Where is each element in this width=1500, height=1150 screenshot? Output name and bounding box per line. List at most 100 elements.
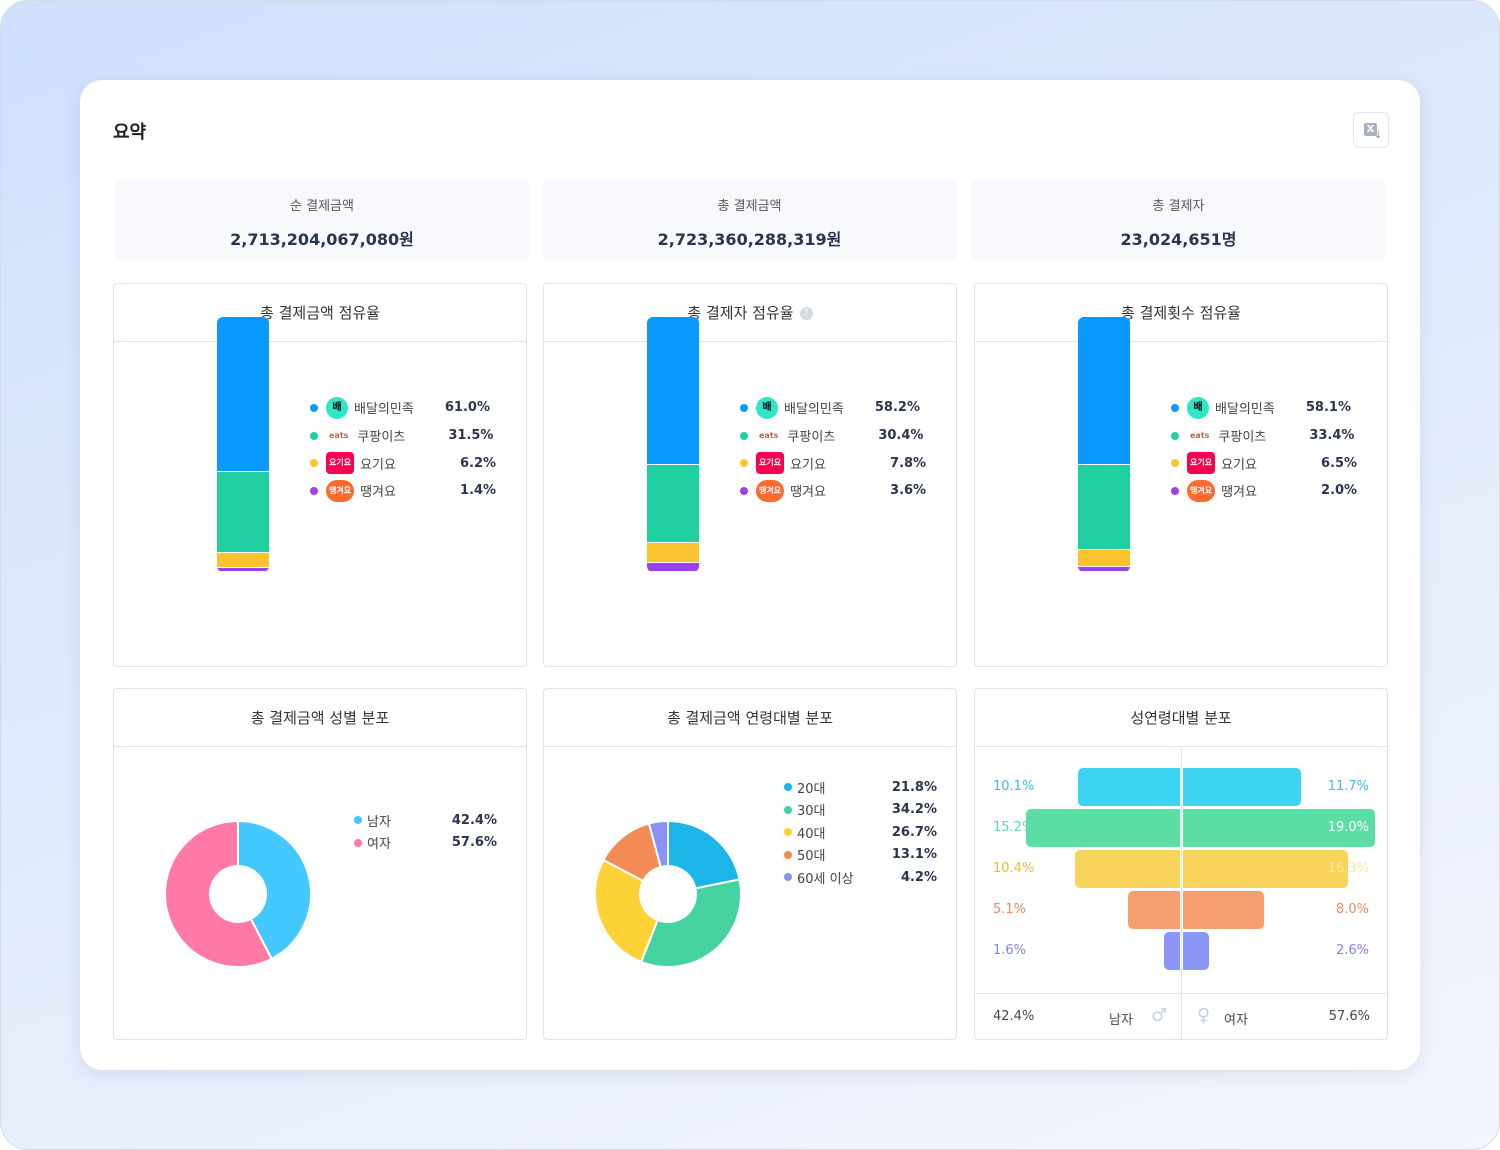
legend-dot: [784, 805, 792, 814]
platform-logo-icon: 땡겨요: [1187, 479, 1216, 502]
platform-logo-icon: 배: [756, 396, 778, 419]
female-bar-1[interactable]: [1183, 809, 1375, 847]
legend-dot: [1171, 486, 1179, 495]
footer-divider: [1181, 994, 1182, 1039]
male-bar-3[interactable]: [1128, 891, 1180, 929]
male-bar-4[interactable]: [1163, 932, 1180, 970]
legend-item: 요기요 요기요 6.5%: [1171, 449, 1357, 477]
legend-label: 쿠팡이츠: [787, 430, 836, 446]
stat-value: 2,723,360,288,319원: [657, 230, 842, 249]
female-value: 11.7%: [1327, 779, 1369, 794]
female-bar-2[interactable]: [1183, 850, 1348, 888]
platform-logo-icon: 요기요: [326, 452, 355, 475]
donut-slice-2[interactable]: [594, 858, 659, 964]
male-total: 42.4%: [993, 1009, 1035, 1024]
legend-value: 34.2%: [891, 802, 937, 818]
donut-slice-0[interactable]: [237, 819, 312, 961]
legend-value: 7.8%: [890, 455, 927, 471]
download-arrow-icon: ↓: [1374, 130, 1383, 141]
legend-label: 쿠팡이츠: [357, 430, 406, 446]
legend-value: 58.1%: [1305, 400, 1351, 416]
platform-logo-icon: eats: [756, 424, 782, 447]
bar-segment-1: [217, 472, 269, 553]
platform-logo-icon: 땡겨요: [756, 479, 785, 502]
panel-title-text: 총 결제자 점유율: [687, 304, 794, 322]
platform-logo-icon: 배: [326, 396, 348, 419]
female-value: 16.3%: [1327, 861, 1369, 876]
male-value: 10.4%: [993, 861, 1035, 876]
stat-total-payers: 총 결제자 23,024,651명: [971, 180, 1386, 260]
platform-logo-icon: 땡겨요: [326, 479, 355, 502]
male-value: 10.1%: [993, 779, 1035, 794]
legend-label: 요기요: [360, 457, 396, 473]
female-bar-0[interactable]: [1183, 768, 1302, 806]
legend-value: 1.4%: [460, 483, 497, 499]
legend: 배 배달의민족 58.2% eats 쿠팡이츠 30.4% 요기요 요기요 7.8% 땡겨요 땡겨요…: [740, 394, 926, 505]
male-value: 15.2%: [993, 820, 1035, 835]
age-donut-chart: [594, 819, 742, 968]
page-title: 요약: [113, 122, 147, 143]
platform-logo-icon: eats: [326, 424, 352, 447]
legend-label: 남자: [367, 814, 391, 830]
bar-segment-0: [647, 317, 699, 466]
bar-segment-3: [217, 568, 269, 572]
legend-label: 배달의민족: [354, 402, 414, 418]
platform-logo-icon: eats: [1187, 424, 1213, 447]
legend-dot: [354, 838, 362, 847]
legend-label: 땡겨요: [790, 485, 826, 501]
stacked-bar: [217, 317, 269, 572]
bar-segment-3: [647, 562, 699, 572]
gender-legend: 남자 42.4% 여자 57.6%: [354, 809, 497, 854]
legend-item: eats 쿠팡이츠 30.4%: [740, 422, 926, 450]
legend-value: 6.2%: [460, 455, 497, 471]
excel-export-button[interactable]: X ↓: [1353, 112, 1389, 148]
gender-distribution-panel: 총 결제금액 성별 분포 남자 42.4% 여자 57.6%: [113, 688, 527, 1040]
legend-dot: [310, 403, 318, 412]
legend-label: 30대: [797, 804, 826, 820]
stat-label: 순 결제금액: [290, 199, 354, 214]
legend-label: 배달의민족: [784, 402, 844, 418]
legend-dot: [354, 816, 362, 825]
legend-item: 배 배달의민족 61.0%: [310, 394, 496, 422]
share-panel: 총 결제금액 점유율 배 배달의민족 61.0% eats 쿠팡이츠 31.5% 요기요 요기요…: [113, 283, 527, 667]
donut-slice-1[interactable]: [639, 878, 742, 968]
donut-slice-0[interactable]: [667, 819, 741, 890]
panel-title: 총 결제금액 성별 분포: [114, 689, 526, 747]
female-value: 19.0%: [1327, 820, 1369, 835]
legend-label: 쿠팡이츠: [1218, 430, 1267, 446]
female-bar-4[interactable]: [1183, 932, 1210, 970]
male-value: 5.1%: [993, 902, 1027, 917]
panel-title: 총 결제금액 연령대별 분포: [544, 689, 956, 747]
legend-item: 60세 이상 4.2%: [784, 866, 937, 889]
legend-item: 땡겨요 땡겨요 3.6%: [740, 477, 926, 505]
legend-dot: [1171, 403, 1179, 412]
stat-value: 23,024,651명: [1120, 230, 1237, 249]
legend-value: 61.0%: [444, 400, 490, 416]
stat-label: 총 결제자: [1152, 199, 1205, 214]
stacked-bar: [647, 317, 699, 572]
stacked-bar: [1078, 317, 1130, 572]
legend-dot: [1171, 459, 1179, 468]
female-bar-3[interactable]: [1183, 891, 1264, 929]
legend-label: 배달의민족: [1215, 402, 1275, 418]
legend-item: eats 쿠팡이츠 31.5%: [310, 422, 496, 450]
legend-label: 60세 이상: [797, 871, 854, 887]
legend-dot: [740, 431, 748, 440]
male-bar-2[interactable]: [1074, 850, 1180, 888]
gender-donut-chart: [164, 819, 312, 968]
donut-slice-1[interactable]: [164, 819, 273, 968]
legend-value: 4.2%: [900, 869, 937, 885]
male-bar-0[interactable]: [1077, 768, 1180, 806]
legend-value: 30.4%: [878, 428, 924, 444]
platform-logo-icon: 요기요: [756, 452, 785, 475]
legend-label: 20대: [797, 781, 826, 797]
donut-slice-4[interactable]: [647, 819, 669, 869]
male-bar-1[interactable]: [1026, 809, 1180, 847]
share-panel: 총 결제자 점유율? 배 배달의민족 58.2% eats 쿠팡이츠 30.4% 요기요 요기요…: [543, 283, 957, 667]
legend-label: 40대: [797, 826, 826, 842]
age-legend: 20대 21.8% 30대 34.2% 40대 26.7% 50대 13.1% 60세 이상 4.…: [784, 776, 937, 889]
legend-item: 요기요 요기요 6.2%: [310, 449, 496, 477]
help-icon[interactable]: ?: [799, 307, 813, 320]
stat-value: 2,713,204,067,080원: [230, 230, 414, 249]
legend-value: 6.5%: [1321, 455, 1358, 471]
